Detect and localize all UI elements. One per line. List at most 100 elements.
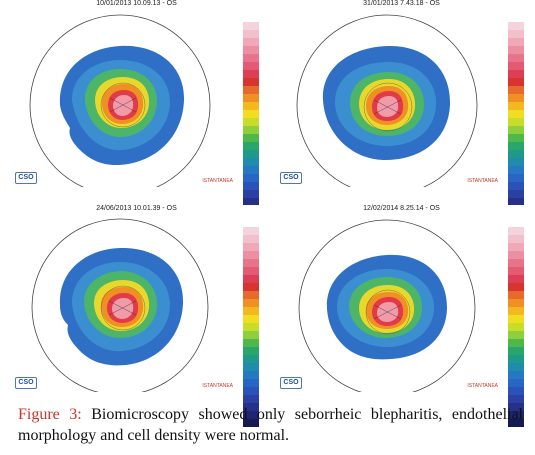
scale-swatch (243, 251, 259, 259)
scale-swatch (243, 363, 259, 371)
mode-label: ISTANTANEA (202, 178, 233, 184)
scale-swatch (243, 299, 259, 307)
topography-map (31, 218, 209, 392)
scale-swatch (243, 291, 259, 299)
scale-swatch (508, 86, 524, 94)
scale-swatch (243, 371, 259, 379)
caption-label: Figure 3: (18, 406, 82, 423)
scale-swatch (508, 323, 524, 331)
scale-swatch (243, 395, 259, 403)
scale-swatch (508, 307, 524, 315)
scale-swatch (508, 22, 524, 30)
scale-swatch (243, 419, 259, 427)
scale-swatch (508, 118, 524, 126)
scale-swatch (243, 323, 259, 331)
scale-swatch (508, 371, 524, 379)
panel-title: 31/01/2013 7.43.18 - OS (363, 0, 440, 7)
scale-swatch (243, 379, 259, 387)
scale-swatch (243, 339, 259, 347)
scale-swatch (508, 339, 524, 347)
scale-swatch (243, 190, 259, 198)
cso-logo: CSO (15, 172, 37, 184)
color-scale-bar (508, 227, 524, 427)
scale-swatch (243, 126, 259, 134)
scale-swatch (508, 243, 524, 251)
scale-swatch (508, 355, 524, 363)
scale-swatch (243, 134, 259, 142)
topography-map (298, 219, 476, 392)
scale-swatch (508, 267, 524, 275)
scale-swatch (508, 182, 524, 190)
scale-swatch (243, 30, 259, 38)
scale-swatch (508, 102, 524, 110)
mode-label: ISTANTANEA (467, 178, 498, 184)
scale-swatch (508, 46, 524, 54)
scale-swatch (508, 387, 524, 395)
scale-swatch (508, 291, 524, 299)
topography-panel: 31/01/2013 7.43.18 - OS CSO ISTANTANEA (275, 0, 528, 222)
scale-swatch (508, 62, 524, 70)
scale-swatch (243, 243, 259, 251)
scale-swatch (243, 283, 259, 291)
scale-swatch (508, 227, 524, 235)
scale-swatch (508, 259, 524, 267)
scale-swatch (508, 299, 524, 307)
cso-logo: CSO (280, 172, 302, 184)
topography-map (29, 14, 211, 187)
scale-swatch (508, 347, 524, 355)
scale-swatch (508, 174, 524, 182)
scale-swatch (508, 126, 524, 134)
scale-swatch (243, 54, 259, 62)
color-scale-bar (243, 227, 259, 427)
scale-swatch (243, 110, 259, 118)
scale-swatch (508, 198, 524, 206)
panel-title: 24/06/2013 10.01.39 - OS (96, 205, 177, 212)
scale-swatch (243, 78, 259, 86)
scale-swatch (243, 94, 259, 102)
mode-label: ISTANTANEA (202, 383, 233, 389)
scale-swatch (243, 62, 259, 70)
scale-swatch (508, 379, 524, 387)
scale-swatch (243, 355, 259, 363)
scale-swatch (508, 166, 524, 174)
scale-swatch (243, 411, 259, 419)
topography-panel: 10/01/2013 10.09.13 - OS CSO ISTANTANEA (10, 0, 263, 222)
scale-swatch (508, 275, 524, 283)
scale-swatch (508, 142, 524, 150)
color-scale-bar (508, 22, 524, 222)
scale-swatch (243, 86, 259, 94)
scale-swatch (508, 395, 524, 403)
scale-swatch (508, 38, 524, 46)
scale-swatch (243, 174, 259, 182)
scale-swatch (243, 158, 259, 166)
scale-swatch (508, 419, 524, 427)
scale-swatch (243, 46, 259, 54)
scale-swatch (508, 78, 524, 86)
scale-swatch (243, 227, 259, 235)
cso-logo: CSO (15, 377, 37, 389)
figure-caption: Figure 3: Biomicroscopy showed only sebo… (18, 404, 523, 446)
scale-swatch (508, 363, 524, 371)
topography-panel: 24/06/2013 10.01.39 - OS CSO ISTANTANEA (10, 205, 263, 427)
topography-panel: 12/02/2014 8.25.14 - OS CSO ISTANTANEA (275, 205, 528, 427)
scale-swatch (243, 70, 259, 78)
caption-text: Biomicroscopy showed only seborrheic ble… (18, 406, 524, 444)
scale-swatch (243, 259, 259, 267)
panel-title: 12/02/2014 8.25.14 - OS (363, 205, 440, 212)
topography-map (296, 14, 478, 187)
scale-swatch (508, 315, 524, 323)
scale-swatch (243, 182, 259, 190)
scale-swatch (508, 190, 524, 198)
scale-swatch (243, 166, 259, 174)
scale-swatch (243, 347, 259, 355)
scale-swatch (508, 283, 524, 291)
scale-swatch (508, 251, 524, 259)
scale-swatch (508, 411, 524, 419)
color-scale-bar (243, 22, 259, 222)
scale-swatch (508, 30, 524, 38)
scale-swatch (243, 403, 259, 411)
scale-swatch (508, 70, 524, 78)
scale-swatch (508, 158, 524, 166)
scale-swatch (508, 331, 524, 339)
scale-swatch (243, 267, 259, 275)
